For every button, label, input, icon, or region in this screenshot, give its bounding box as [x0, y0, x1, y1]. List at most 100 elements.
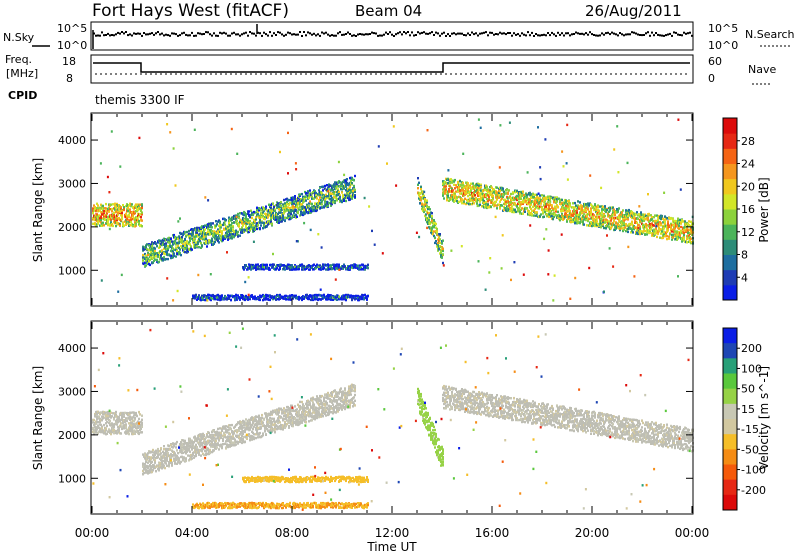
- heatmap-cell: [585, 209, 587, 213]
- heatmap-cell: [263, 221, 265, 225]
- heatmap-cell: [147, 253, 149, 257]
- heatmap-cell: [258, 297, 260, 300]
- heatmap-cell: [219, 220, 221, 223]
- heatmap-cell: [668, 224, 670, 227]
- heatmap-cell: [659, 236, 661, 239]
- heatmap-cell: [124, 220, 126, 223]
- heatmap-cell: [535, 197, 537, 200]
- heatmap-cell: [565, 202, 567, 205]
- noise-point: [183, 31, 185, 34]
- heatmap-cell: [178, 241, 180, 245]
- heatmap-cell: [495, 193, 497, 197]
- noise-point: [261, 34, 263, 37]
- noise-point: [205, 31, 207, 34]
- heatmap-cell: [332, 198, 334, 201]
- heatmap-cell: [496, 198, 498, 201]
- heatmap-cell: [221, 231, 223, 235]
- noise-point: [403, 31, 405, 33]
- heatmap-cell: [155, 255, 157, 258]
- heatmap-cell: [657, 219, 659, 222]
- heatmap-cell: [690, 224, 692, 228]
- noise-point: [257, 31, 259, 34]
- heatmap-cell: [303, 200, 305, 203]
- noise-point: [461, 32, 463, 35]
- heatmap-cell: [330, 298, 332, 301]
- noise-left-label: N.Sky: [3, 31, 35, 44]
- heatmap-cell: [470, 182, 472, 185]
- heatmap-cell: [539, 194, 541, 197]
- heatmap-cell: [313, 205, 315, 208]
- heatmap-cell: [496, 207, 498, 210]
- heatmap-cell: [94, 222, 96, 225]
- heatmap-cell: [281, 220, 283, 223]
- heatmap-cell: [436, 231, 438, 234]
- heatmap-cell: [239, 234, 241, 237]
- heatmap-cell: [484, 188, 486, 192]
- noise-point: [393, 35, 395, 37]
- heatmap-cell: [197, 239, 199, 242]
- heatmap-cell: [666, 230, 668, 234]
- heatmap-cell: [442, 188, 444, 191]
- noise-point: [491, 31, 493, 34]
- heatmap-cell: [357, 264, 359, 267]
- heatmap-cell: [561, 212, 563, 216]
- heatmap-cell: [638, 224, 640, 227]
- heatmap-cell: [263, 209, 265, 212]
- heatmap-cell: [477, 194, 479, 197]
- noise-point: [291, 33, 293, 36]
- heatmap-cell: [211, 239, 213, 243]
- heatmap-cell: [587, 219, 589, 223]
- heatmap-cell: [165, 257, 167, 261]
- heatmap-cell: [435, 222, 437, 226]
- noise-point: [691, 34, 693, 37]
- heatmap-cell: [250, 213, 252, 217]
- heatmap-cell: [565, 208, 567, 211]
- heatmap-cell: [576, 209, 578, 212]
- heatmap-cell: [614, 228, 616, 231]
- freq-panel-frame: [90, 54, 694, 84]
- heatmap-cell: [295, 209, 297, 212]
- heatmap-cell: [323, 266, 325, 269]
- heatmap-cell: [130, 218, 132, 222]
- noise-point: [643, 34, 645, 36]
- heatmap-cell: [456, 196, 458, 199]
- heatmap-cell: [290, 298, 292, 301]
- heatmap-cell: [137, 208, 139, 212]
- heatmap-cell: [519, 212, 521, 215]
- noise-point: [267, 34, 269, 37]
- heatmap-cell: [227, 227, 229, 230]
- noise-point: [505, 33, 507, 36]
- heatmap-cell: [287, 198, 289, 202]
- heatmap-cell: [237, 230, 239, 234]
- heatmap-cell: [608, 226, 610, 229]
- heatmap-cell: [565, 199, 567, 202]
- heatmap-cell: [269, 294, 271, 297]
- heatmap-cell: [306, 203, 308, 206]
- heatmap-cell: [654, 232, 656, 235]
- heatmap-cell: [141, 225, 143, 228]
- heatmap-cell: [487, 194, 489, 197]
- heatmap-cell: [672, 223, 674, 226]
- heatmap-cell: [162, 240, 164, 244]
- heatmap-cell: [661, 214, 663, 218]
- heatmap-cell: [322, 189, 324, 192]
- noise-point: [319, 34, 321, 37]
- noise-point: [95, 34, 97, 37]
- heatmap-cell: [227, 238, 229, 241]
- heatmap-cell: [463, 200, 465, 203]
- heatmap-cell: [289, 198, 291, 202]
- heatmap-cell: [339, 195, 341, 199]
- heatmap-cell: [121, 211, 123, 215]
- heatmap-cell: [308, 297, 310, 301]
- heatmap-cell: [588, 204, 590, 207]
- heatmap-cell: [309, 268, 311, 271]
- noise-point: [271, 34, 273, 37]
- heatmap-cell: [656, 235, 658, 239]
- heatmap-cell: [560, 217, 562, 221]
- heatmap-cell: [204, 294, 206, 297]
- heatmap-cell: [289, 268, 291, 271]
- heatmap-cell: [636, 211, 638, 214]
- heatmap-cell: [592, 216, 594, 219]
- heatmap-cell: [262, 214, 264, 218]
- heatmap-cell: [459, 180, 461, 183]
